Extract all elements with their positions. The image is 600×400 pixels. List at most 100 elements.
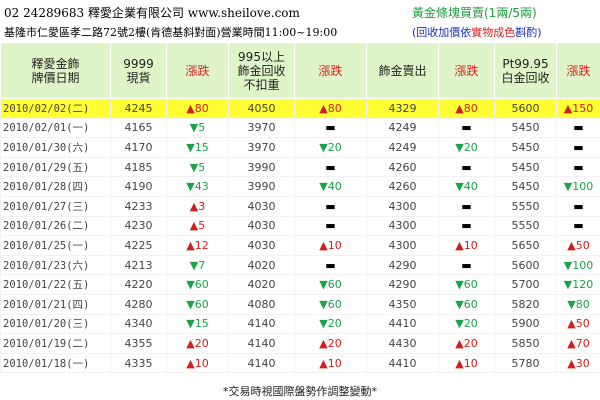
row-sell: 4350 <box>366 293 439 315</box>
row-platinum-change-value: ▲50 <box>567 317 590 331</box>
row-platinum-change-value: ▬ <box>573 219 584 233</box>
row-spot: 4213 <box>110 254 167 276</box>
row-recycle-change-value: ▲10 <box>319 238 342 252</box>
row-sell-value: 4300 <box>388 199 417 213</box>
table-row: 2010/01/18(一) 4335 ▲10 4140 ▲10 4410 ▲10 5780 ▲3… <box>0 352 600 374</box>
row-recycle-change: ▲10 <box>294 235 367 256</box>
row-recycle: 4030 <box>228 235 295 256</box>
table-row: 2010/02/02(二) 4245 ▲80 4050 ▲80 4329 ▲80 5600 ▲1… <box>0 98 600 119</box>
row-recycle-value: 4140 <box>247 356 276 370</box>
row-sell-change-value: ▬ <box>461 160 472 174</box>
row-recycle: 4030 <box>228 215 295 237</box>
row-platinum-change-value: ▼120 <box>563 278 594 292</box>
row-spot-change: ▲12 <box>166 235 229 256</box>
row-sell-change-value: ▲10 <box>455 356 478 370</box>
row-spot-value: 4335 <box>124 356 153 370</box>
row-spot-change-value: ▲12 <box>186 238 209 252</box>
row-sell-value: 4300 <box>388 238 417 252</box>
footer-note: *交易時視國際盤勢作調整變動* <box>223 385 377 398</box>
row-recycle: 4140 <box>228 352 295 374</box>
recycle-note-suffix: 斟酌) <box>515 26 542 39</box>
row-spot-value: 4165 <box>124 121 153 135</box>
row-platinum: 5850 <box>494 333 557 354</box>
row-spot-value: 4355 <box>124 336 153 350</box>
row-recycle: 3990 <box>228 176 295 197</box>
row-platinum: 5550 <box>494 195 557 217</box>
row-platinum-change: ▼120 <box>556 274 600 295</box>
row-recycle-value: 4020 <box>247 258 276 272</box>
row-spot-value: 4230 <box>124 219 153 233</box>
row-date-value: 2010/01/19(二) <box>3 337 90 350</box>
header-bar: 02 24289683 釋愛企業有限公司 www.sheilove.com 黃金… <box>0 0 600 24</box>
row-sell: 4410 <box>366 352 439 374</box>
row-platinum-change: ▼100 <box>556 176 600 197</box>
col-header-platinum-change: 漲跌 <box>556 42 600 99</box>
row-sell: 4300 <box>366 235 439 256</box>
row-platinum: 5900 <box>494 313 557 335</box>
row-recycle-change: ▬ <box>294 215 367 237</box>
col-header-spot-change: 漲跌 <box>166 42 229 99</box>
row-spot: 4245 <box>110 98 167 119</box>
row-recycle: 3970 <box>228 117 295 139</box>
row-sell-change-value: ▬ <box>461 199 472 213</box>
row-date: 2010/02/01(一) <box>0 117 111 139</box>
row-date-value: 2010/01/27(三) <box>3 200 90 213</box>
row-platinum-change: ▬ <box>556 156 600 178</box>
table-row: 2010/01/28(四) 4190 ▼43 3990 ▼40 4260 ▼40 5450 ▼1… <box>0 176 600 197</box>
row-spot-change: ▲3 <box>166 195 229 217</box>
row-platinum-value: 5450 <box>511 180 540 194</box>
row-sell-change: ▬ <box>438 215 495 237</box>
row-sell: 4260 <box>366 176 439 197</box>
row-platinum-value: 5820 <box>511 297 540 311</box>
company-contact: 02 24289683 釋愛企業有限公司 www.sheilove.com <box>4 6 300 20</box>
row-spot-change: ▼5 <box>166 117 229 139</box>
row-spot: 4355 <box>110 333 167 354</box>
row-recycle-change-value: ▼60 <box>319 297 342 311</box>
row-recycle-value: 4030 <box>247 199 276 213</box>
col-header-recycle-change: 漲跌 <box>294 42 367 99</box>
row-recycle-change-value: ▬ <box>325 199 336 213</box>
row-platinum: 5600 <box>494 254 557 276</box>
table-row: 2010/01/21(四) 4280 ▼60 4080 ▼60 4350 ▼60 5820 ▼8… <box>0 293 600 315</box>
row-recycle-change-value: ▬ <box>325 121 336 135</box>
row-date-value: 2010/01/25(一) <box>3 239 90 252</box>
row-spot-change: ▼60 <box>166 293 229 315</box>
row-sell-change: ▬ <box>438 254 495 276</box>
row-recycle-change: ▼20 <box>294 137 367 158</box>
row-platinum-value: 5450 <box>511 121 540 135</box>
row-spot-value: 4170 <box>124 140 153 154</box>
table-row: 2010/01/25(一) 4225 ▲12 4030 ▲10 4300 ▲10 5650 ▲5… <box>0 235 600 256</box>
row-recycle-value: 4020 <box>247 278 276 292</box>
row-sell-change: ▼20 <box>438 313 495 335</box>
row-recycle-change: ▼60 <box>294 293 367 315</box>
row-sell-change-value: ▬ <box>461 121 472 135</box>
row-recycle: 4050 <box>228 98 295 119</box>
row-platinum-value: 5600 <box>511 258 540 272</box>
row-spot-value: 4225 <box>124 238 153 252</box>
row-date: 2010/01/23(六) <box>0 254 111 276</box>
row-date-value: 2010/01/23(六) <box>3 259 90 272</box>
row-platinum-value: 5550 <box>511 199 540 213</box>
row-platinum: 5650 <box>494 235 557 256</box>
row-spot: 4340 <box>110 313 167 335</box>
row-spot-change: ▼15 <box>166 137 229 158</box>
row-platinum-change: ▲50 <box>556 313 600 335</box>
row-spot-change: ▲5 <box>166 215 229 237</box>
row-date: 2010/01/30(六) <box>0 137 111 158</box>
row-sell-change: ▼60 <box>438 274 495 295</box>
row-sell-value: 4300 <box>388 219 417 233</box>
row-recycle-change: ▼60 <box>294 274 367 295</box>
row-spot-change: ▲80 <box>166 98 229 119</box>
row-platinum-change-value: ▲50 <box>567 238 590 252</box>
row-sell-value: 4350 <box>388 297 417 311</box>
row-recycle-value: 3970 <box>247 140 276 154</box>
row-recycle: 4140 <box>228 333 295 354</box>
row-platinum-change: ▲150 <box>556 98 600 119</box>
row-sell-value: 4249 <box>388 121 417 135</box>
row-spot-value: 4233 <box>124 199 153 213</box>
row-sell-change: ▲20 <box>438 333 495 354</box>
row-platinum-value: 5600 <box>511 101 540 115</box>
col-header-date: 釋愛金飾 牌價日期 <box>0 42 111 99</box>
row-date: 2010/01/18(一) <box>0 352 111 374</box>
row-sell-change: ▬ <box>438 195 495 217</box>
